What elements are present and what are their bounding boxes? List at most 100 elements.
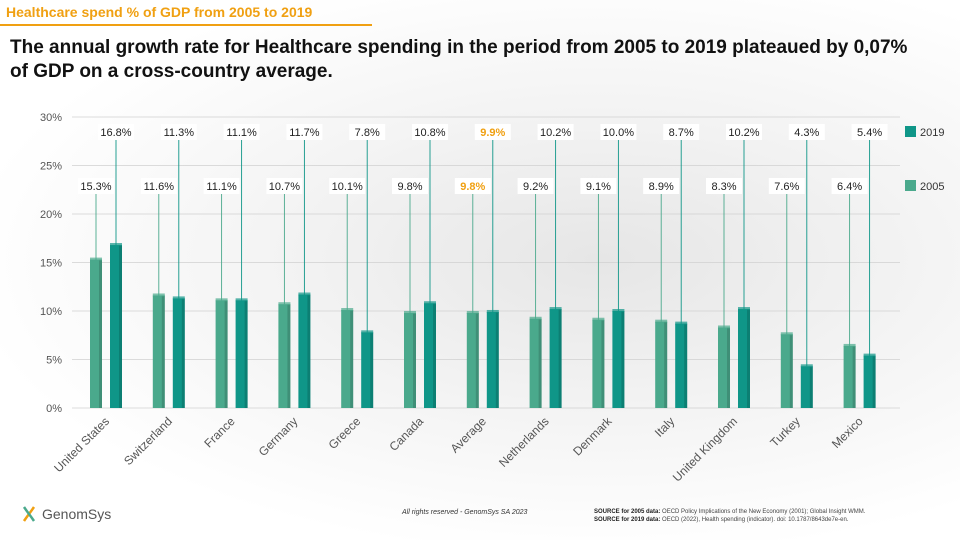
data-label-2005: 15.3% [80, 181, 111, 193]
data-label-box-2019 [726, 124, 762, 140]
y-tick-label: 25% [40, 161, 62, 173]
bar-2005 [215, 300, 228, 408]
y-tick-label: 5% [46, 355, 62, 367]
bar-shade-2019 [181, 298, 185, 408]
data-label-box-2019 [788, 124, 825, 140]
bar-shade-2005 [538, 318, 542, 408]
data-label-2019: 11.1% [226, 127, 257, 139]
data-label-box-2019 [412, 124, 448, 140]
data-label-box-2005 [78, 178, 114, 194]
data-label-box-2005 [140, 178, 177, 194]
bar-shade-2005 [601, 319, 605, 408]
topic-title: Healthcare spend % of GDP from 2005 to 2… [6, 4, 313, 20]
bar-shade-2019 [809, 366, 813, 408]
category-label: Mexico [829, 414, 866, 451]
bar-top-2005 [90, 257, 102, 261]
bar-top-2019 [172, 296, 185, 300]
bar-top-2005 [843, 343, 856, 347]
bar-shade-2005 [99, 259, 102, 408]
data-label-box-2019 [160, 124, 197, 140]
bar-top-2019 [110, 243, 122, 247]
category-label: Netherlands [496, 414, 552, 470]
data-label-2005: 10.1% [332, 181, 363, 193]
bar-2005 [718, 327, 730, 408]
bar-2019 [486, 311, 499, 408]
data-label-2019: 11.7% [289, 127, 320, 139]
data-label-2005: 8.9% [649, 181, 674, 193]
bar-shade-2005 [224, 300, 228, 408]
legend-swatch-2005 [905, 180, 916, 191]
y-tick-label: 30% [40, 112, 62, 124]
bar-top-2019 [800, 364, 813, 368]
bar-shade-2019 [495, 311, 499, 408]
data-label-box-2019 [349, 124, 386, 140]
data-label-2005: 8.3% [711, 181, 736, 193]
data-label-2019: 10.8% [414, 127, 445, 139]
bar-top-2005 [404, 310, 416, 314]
bar-shade-2005 [852, 345, 856, 408]
bar-2005 [466, 312, 479, 408]
bar-top-2005 [592, 317, 605, 321]
genomsys-logo-icon [22, 506, 36, 522]
bar-2005 [90, 259, 102, 408]
bar-2019 [361, 332, 374, 408]
data-label-box-2019 [537, 124, 574, 140]
data-label-box-2005 [580, 178, 617, 194]
bar-shade-2019 [872, 355, 876, 408]
data-label-box-2019 [223, 124, 260, 140]
bar-2019 [172, 298, 185, 408]
bar-shade-2019 [119, 245, 122, 408]
data-label-2005: 11.6% [144, 181, 175, 193]
bar-top-2019 [863, 353, 876, 357]
data-label-2005: 9.8% [397, 181, 422, 193]
category-label: Average [448, 414, 490, 456]
bar-shade-2005 [161, 295, 165, 408]
source-2005-label: SOURCE for 2005 data: [594, 509, 661, 515]
bar-top-2019 [675, 321, 688, 325]
bar-shade-2005 [727, 327, 730, 408]
bar-shade-2019 [307, 294, 311, 408]
source-notes: SOURCE for 2005 data: OECD Policy Implic… [594, 508, 865, 524]
logo: GenomSys [20, 505, 111, 523]
data-label-box-2019 [474, 124, 511, 140]
category-label: Canada [386, 414, 426, 454]
data-label-2019: 5.4% [857, 127, 882, 139]
bar-2005 [341, 310, 354, 408]
data-label-2005: 9.8% [460, 181, 485, 193]
y-tick-label: 15% [40, 258, 62, 270]
bar-shade-2005 [789, 334, 793, 408]
bar-shade-2005 [475, 312, 479, 408]
copyright: All rights reserved - GenomSys SA 2023 [402, 509, 528, 516]
bar-shade-2019 [684, 323, 688, 408]
bar-2019 [863, 355, 876, 408]
y-tick-label: 10% [40, 306, 62, 318]
data-label-box-2019 [663, 124, 700, 140]
data-label-box-2019 [600, 124, 637, 140]
bar-2019 [235, 300, 248, 408]
category-label: Germany [256, 414, 301, 459]
source-2019-text: OECD (2022), Health spending (indicator)… [662, 517, 849, 523]
category-label: United Kingdom [670, 414, 740, 484]
data-label-2005: 7.6% [774, 181, 799, 193]
category-label: Denmark [570, 414, 615, 459]
legend-swatch-2019 [905, 126, 916, 137]
source-2019-label: SOURCE for 2019 data: [594, 517, 661, 523]
bar-2005 [780, 334, 793, 408]
category-label: France [201, 414, 238, 451]
headline: The annual growth rate for Healthcare sp… [10, 37, 908, 82]
legend-label-2019: 2019 [920, 127, 944, 139]
bar-top-2005 [529, 316, 542, 320]
topic-underline [0, 24, 372, 26]
data-label-2019: 4.3% [794, 127, 819, 139]
bar-shade-2005 [287, 304, 291, 408]
bar-shade-2019 [747, 309, 750, 408]
bar-top-2019 [738, 307, 750, 311]
bar-2005 [404, 312, 416, 408]
legend-label-2005: 2005 [920, 181, 944, 193]
bar-top-2005 [655, 319, 668, 323]
bar-top-2019 [612, 309, 625, 312]
bar-shade-2005 [350, 310, 354, 408]
bar-2005 [529, 318, 542, 408]
bar-top-2019 [361, 330, 374, 334]
